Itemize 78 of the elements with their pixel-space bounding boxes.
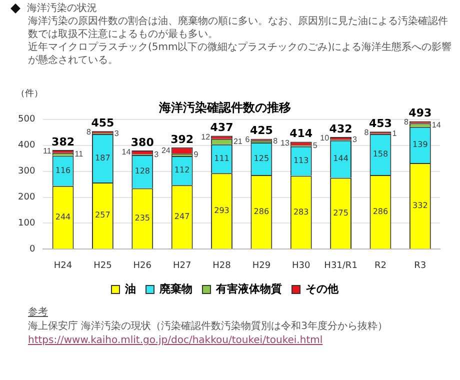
- data-label: 24: [161, 146, 171, 155]
- total-label: 455: [91, 116, 114, 130]
- y-tick-label: 200: [18, 192, 36, 203]
- data-label: 3: [114, 128, 120, 138]
- x-tick-label: H28: [212, 260, 232, 271]
- y-tick-label: 500: [18, 114, 36, 125]
- data-label: 286: [372, 206, 388, 216]
- data-label: 257: [95, 210, 110, 220]
- x-tick-label: H25: [94, 260, 112, 271]
- data-label: 8: [364, 128, 370, 137]
- total-label: 453: [368, 116, 392, 130]
- data-label: 6: [245, 134, 250, 144]
- y-tick-label: 400: [18, 140, 36, 151]
- text: 海洋汚染の状況: [27, 2, 97, 15]
- data-label: 332: [412, 200, 428, 210]
- data-label: 139: [412, 140, 428, 150]
- text: 近年マイクロプラスチック(5mm以下の微細なプラスチックのごみ)による海洋生態系への影響が懸念されている。: [28, 41, 453, 67]
- total-label: 382: [52, 135, 75, 148]
- total-label: 432: [329, 122, 352, 136]
- data-label: 10: [320, 134, 330, 143]
- data-label: 113: [293, 156, 309, 166]
- total-label: 392: [170, 132, 194, 146]
- x-tick-label: H30: [292, 260, 310, 271]
- data-label: 5: [312, 140, 318, 150]
- data-label: 8: [273, 136, 278, 146]
- text: 海上保安庁 海洋汚染の現状（汚染確認件数汚染物質別は令和3年度分から抜粋）: [28, 320, 389, 333]
- data-label: 158: [372, 150, 388, 159]
- text: 海洋汚染の原因件数の割合は油、廃棄物の順に多い。なお、原因別に見た油による汚染確認件数では取扱不注意によるものが最も多い。: [28, 15, 449, 41]
- data-label: 9: [194, 150, 199, 160]
- total-label: 380: [130, 136, 154, 149]
- legend-label: 廃棄物: [158, 282, 192, 296]
- data-label: 116: [55, 166, 71, 175]
- y-axis-title: （件）: [16, 88, 43, 100]
- data-label: 3: [352, 135, 358, 144]
- data-label: 13: [280, 138, 290, 148]
- data-label: 286: [254, 206, 270, 216]
- data-label: 1: [392, 129, 398, 138]
- x-tick-label: R2: [374, 260, 386, 271]
- total-label: 425: [250, 124, 273, 138]
- data-label: 112: [174, 166, 190, 175]
- data-label: 128: [134, 166, 150, 176]
- data-label: 14: [122, 148, 132, 157]
- y-tick-label: 0: [29, 244, 36, 255]
- data-label: 11: [74, 150, 84, 159]
- x-tick-label: H24: [54, 260, 72, 271]
- data-label: 8: [404, 117, 409, 126]
- x-tick-label: H31/R1: [324, 260, 358, 271]
- data-label: 3: [154, 150, 160, 159]
- text: https://www.kaiho.mlit.go.jp/doc/hakkou/toukei/toukei.html: [28, 334, 324, 347]
- data-label: 125: [254, 154, 270, 163]
- x-tick-label: R3: [414, 260, 426, 271]
- data-label: 247: [174, 212, 190, 221]
- total-label: 437: [210, 121, 234, 134]
- data-label: 8: [86, 127, 92, 136]
- data-label: 244: [55, 212, 71, 222]
- total-label: 493: [408, 106, 432, 120]
- data-label: 14: [432, 120, 442, 130]
- y-tick-label: 300: [18, 166, 36, 177]
- y-tick-label: 100: [18, 218, 36, 229]
- data-label: 144: [333, 154, 348, 164]
- data-label: 12: [201, 132, 211, 142]
- data-label: 11: [42, 146, 52, 156]
- data-label: 275: [333, 208, 348, 218]
- legend-label: 油: [124, 282, 136, 296]
- chart-title: 海洋汚染確認件数の推移: [158, 100, 291, 114]
- data-label: 111: [214, 154, 230, 163]
- data-label: 21: [233, 136, 243, 146]
- data-label: 293: [214, 206, 230, 215]
- data-label: 235: [134, 214, 150, 223]
- x-tick-label: H26: [133, 260, 152, 271]
- total-label: 414: [290, 127, 313, 140]
- x-tick-label: H29: [252, 260, 271, 271]
- data-label: 187: [95, 153, 110, 162]
- data-label: 283: [293, 207, 309, 216]
- text: 参考: [28, 306, 49, 319]
- legend-label: 有害液体物質: [215, 282, 282, 296]
- legend-label: その他: [306, 282, 340, 296]
- x-tick-label: H27: [172, 260, 192, 271]
